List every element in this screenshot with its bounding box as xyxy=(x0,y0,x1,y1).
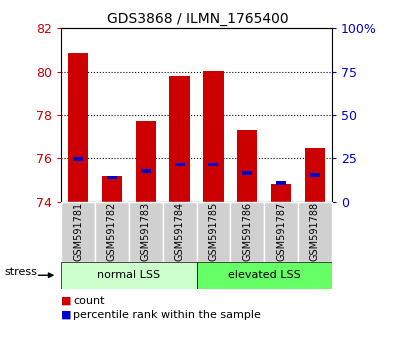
Bar xyxy=(310,173,320,177)
Text: percentile rank within the sample: percentile rank within the sample xyxy=(73,310,261,320)
Bar xyxy=(305,148,325,202)
Bar xyxy=(197,262,332,289)
Bar xyxy=(141,169,151,173)
Text: ■: ■ xyxy=(61,296,72,306)
Bar xyxy=(175,162,185,166)
Bar xyxy=(68,53,88,202)
Bar xyxy=(271,184,291,202)
Bar xyxy=(298,202,332,262)
Bar xyxy=(230,202,264,262)
Text: elevated LSS: elevated LSS xyxy=(228,270,301,280)
Text: GSM591781: GSM591781 xyxy=(73,202,83,262)
Bar xyxy=(129,202,163,262)
Text: GSM591784: GSM591784 xyxy=(175,202,184,262)
Text: GSM591787: GSM591787 xyxy=(276,202,286,262)
Text: stress: stress xyxy=(4,267,37,277)
Text: count: count xyxy=(73,296,105,306)
Text: GDS3868 / ILMN_1765400: GDS3868 / ILMN_1765400 xyxy=(107,12,288,27)
Bar xyxy=(95,202,129,262)
Text: GSM591785: GSM591785 xyxy=(209,202,218,262)
Bar xyxy=(73,157,83,161)
Text: GSM591783: GSM591783 xyxy=(141,202,151,262)
Text: GSM591782: GSM591782 xyxy=(107,202,117,262)
Bar xyxy=(163,202,197,262)
Bar xyxy=(208,162,218,166)
Bar xyxy=(61,262,197,289)
Bar xyxy=(61,202,95,262)
Bar xyxy=(237,130,258,202)
Text: ■: ■ xyxy=(61,310,72,320)
Bar xyxy=(102,176,122,202)
Text: GSM591786: GSM591786 xyxy=(242,202,252,262)
Bar xyxy=(107,176,117,179)
Bar xyxy=(276,181,286,185)
Bar xyxy=(135,121,156,202)
Bar xyxy=(203,71,224,202)
Text: normal LSS: normal LSS xyxy=(97,270,160,280)
Text: GSM591788: GSM591788 xyxy=(310,202,320,262)
Bar xyxy=(264,202,298,262)
Bar xyxy=(169,76,190,202)
Bar xyxy=(197,202,230,262)
Bar xyxy=(242,171,252,175)
